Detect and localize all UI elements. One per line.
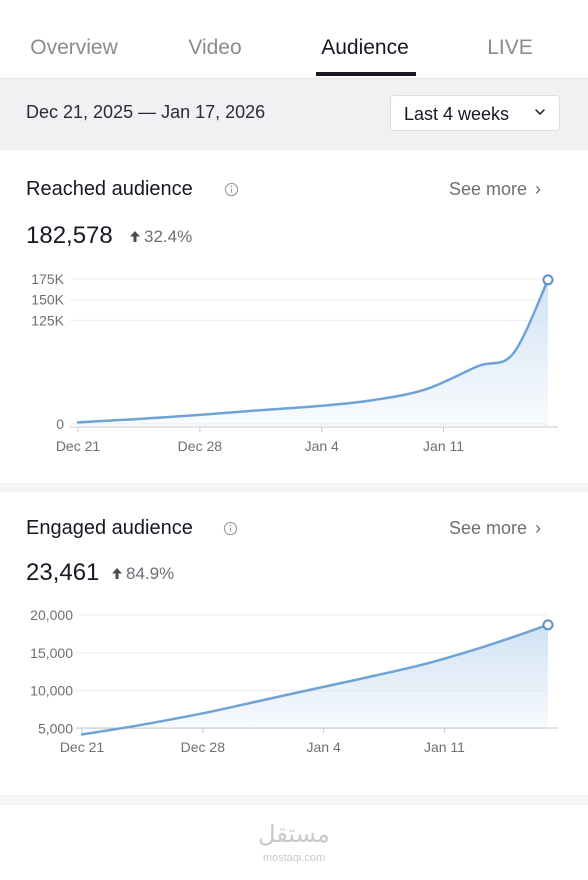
x-tick-label: Jan 11 xyxy=(423,438,464,454)
engaged-change-value: 84.9% xyxy=(126,564,175,583)
reached-audience-value: 182,578 xyxy=(26,222,113,249)
x-tick-label: Dec 21 xyxy=(60,739,105,755)
date-range-text: Dec 21, 2025 — Jan 17, 2026 xyxy=(26,102,266,122)
watermark-logo: مستقل xyxy=(258,820,330,848)
reached-change-value: 32.4% xyxy=(144,227,193,246)
reached-audience-title: Reached audience xyxy=(26,178,193,200)
see-more-label: See more xyxy=(449,518,528,538)
chevron-right-icon: › xyxy=(535,179,542,199)
engaged-change: 84.9% xyxy=(111,564,174,584)
reached-see-more-link[interactable]: See more › xyxy=(449,179,541,200)
active-tab-indicator xyxy=(316,72,416,76)
tab-bar: Overview Video Audience LIVE xyxy=(0,0,588,79)
x-tick-label: Dec 21 xyxy=(56,438,101,454)
series-area xyxy=(78,279,548,427)
period-label: Last 4 weeks xyxy=(404,104,510,124)
chevron-down-icon xyxy=(535,109,545,115)
info-icon[interactable] xyxy=(224,182,239,197)
info-icon[interactable] xyxy=(223,521,238,536)
series-area xyxy=(82,624,548,735)
y-tick-label: 15,000 xyxy=(30,645,73,661)
see-more-label: See more xyxy=(449,179,528,199)
y-tick-label: 5,000 xyxy=(38,720,73,736)
period-dropdown[interactable]: Last 4 weeks xyxy=(390,95,560,131)
arrow-up-icon xyxy=(130,231,140,242)
reached-change: 32.4% xyxy=(129,227,192,247)
engaged-audience-value: 23,461 xyxy=(26,559,100,586)
reached-audience-card: Reached audience See more › 182,578 32.4%… xyxy=(0,151,588,483)
series-line xyxy=(80,623,550,736)
engaged-see-more-link[interactable]: See more › xyxy=(449,518,541,539)
bottom-area xyxy=(0,805,588,880)
chevron-right-icon: › xyxy=(535,518,542,538)
x-tick-label: Dec 28 xyxy=(178,438,223,454)
tab-video[interactable]: Video xyxy=(188,36,242,59)
watermark-url: mostaqi.com xyxy=(262,852,326,864)
engaged-audience-chart: 5,000 10,000 15,000 20,000 Dec 21 Dec 28 Jan 4… xyxy=(30,607,558,755)
x-tick-label: Jan 4 xyxy=(307,739,341,755)
y-tick-label: 10,000 xyxy=(30,683,73,699)
engaged-audience-card: Engaged audience See more › 23,461 84.9% … xyxy=(0,492,588,795)
last-point-marker[interactable] xyxy=(542,619,554,631)
x-tick-label: Jan 11 xyxy=(424,739,465,755)
reached-audience-chart: 0 125K 150K 175K Dec 21 Dec 28 Jan 4 Jan 11 xyxy=(31,271,558,454)
x-tick-label: Jan 4 xyxy=(305,438,339,454)
y-tick-label: 150K xyxy=(31,292,64,308)
arrow-up-icon xyxy=(112,568,122,579)
y-tick-label: 20,000 xyxy=(30,607,73,623)
engaged-audience-title: Engaged audience xyxy=(26,517,193,539)
tab-live[interactable]: LIVE xyxy=(487,36,533,59)
y-tick-label: 175K xyxy=(31,271,64,287)
y-tick-label: 0 xyxy=(56,416,64,432)
x-tick-label: Dec 28 xyxy=(181,739,226,755)
y-tick-label: 125K xyxy=(31,312,64,328)
series-line xyxy=(76,278,550,424)
last-point-marker[interactable] xyxy=(542,274,554,286)
tab-overview[interactable]: Overview xyxy=(30,36,118,59)
tab-audience[interactable]: Audience xyxy=(321,36,409,59)
